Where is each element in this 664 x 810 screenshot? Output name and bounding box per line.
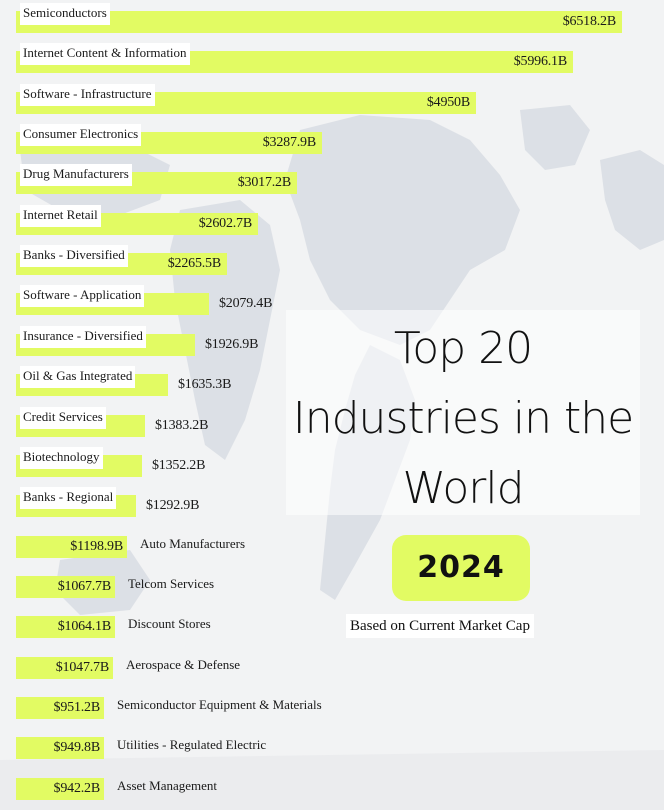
chart-subtitle: Based on Current Market Cap (346, 614, 534, 638)
bar-18 (16, 697, 104, 719)
value-label-10: $1635.3B (178, 377, 232, 392)
category-label-1: Semiconductors (20, 3, 110, 25)
category-label-2: Internet Content & Information (20, 43, 190, 65)
bar-16 (16, 616, 115, 638)
bar-20 (16, 778, 104, 800)
bar-1 (16, 11, 622, 33)
category-label-10: Oil & Gas Integrated (20, 366, 136, 388)
category-label-15: Telcom Services (128, 576, 215, 591)
value-label-9: $1926.9B (205, 337, 259, 352)
value-label-15: $1067.7B (57, 579, 111, 594)
category-label-18: Semiconductor Equipment & Materials (117, 697, 322, 712)
category-label-11: Credit Services (20, 407, 106, 429)
category-label-19: Utilities - Regulated Electric (117, 737, 267, 752)
value-label-7: $2265.5B (167, 256, 221, 271)
value-label-18: $951.2B (53, 700, 101, 715)
value-label-11: $1383.2B (155, 418, 209, 433)
category-label-6: Internet Retail (20, 205, 101, 227)
value-label-13: $1292.9B (146, 498, 200, 513)
value-label-4: $3287.9B (262, 135, 316, 150)
category-label-20: Asset Management (117, 778, 218, 793)
category-label-12: Biotechnology (20, 447, 103, 469)
value-label-20: $942.2B (53, 781, 101, 796)
title-line-1: Top 20 (393, 323, 533, 374)
value-label-1: $6518.2B (562, 14, 616, 29)
value-label-17: $1047.7B (55, 660, 109, 675)
value-label-8: $2079.4B (219, 296, 273, 311)
year-badge: 2024 (392, 535, 530, 601)
category-label-7: Banks - Diversified (20, 245, 128, 267)
bar-14 (16, 536, 127, 558)
chart-title: Top 20 Industries in the World (286, 314, 640, 524)
value-label-16: $1064.1B (57, 619, 111, 634)
category-label-17: Aerospace & Defense (126, 657, 241, 672)
category-label-3: Software - Infrastructure (20, 84, 155, 106)
value-label-12: $1352.2B (152, 458, 206, 473)
bar-15 (16, 576, 115, 598)
category-label-4: Consumer Electronics (20, 124, 142, 146)
value-label-3: $4950B (426, 95, 470, 110)
value-label-6: $2602.7B (198, 216, 252, 231)
bar-19 (16, 737, 104, 759)
value-label-19: $949.8B (53, 740, 101, 755)
bar-17 (16, 657, 113, 679)
category-label-5: Drug Manufacturers (20, 164, 132, 186)
category-label-14: Auto Manufacturers (140, 536, 246, 551)
category-label-16: Discount Stores (128, 616, 211, 631)
value-label-2: $5996.1B (513, 54, 567, 69)
title-line-3: World (402, 463, 524, 514)
value-label-14: $1198.9B (70, 539, 123, 554)
title-panel (286, 310, 640, 515)
category-label-9: Insurance - Diversified (20, 326, 146, 348)
title-line-2: Industries in the (292, 393, 634, 444)
value-label-5: $3017.2B (237, 175, 291, 190)
category-label-13: Banks - Regional (20, 487, 117, 509)
category-label-8: Software - Application (20, 285, 145, 307)
